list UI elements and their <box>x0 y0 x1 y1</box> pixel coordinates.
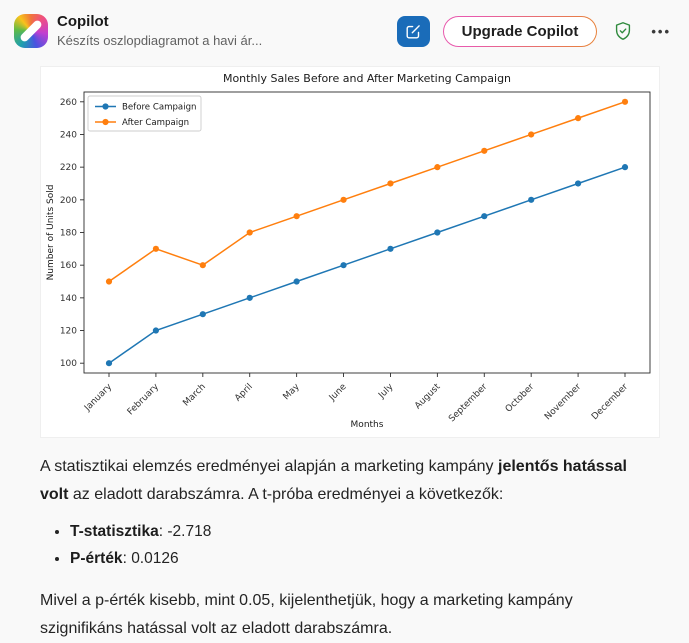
copilot-logo-icon <box>14 14 48 48</box>
t-statistic-separator: : <box>158 523 168 540</box>
svg-text:200: 200 <box>60 196 77 206</box>
svg-text:June: June <box>327 382 349 404</box>
svg-text:220: 220 <box>60 163 77 173</box>
svg-text:140: 140 <box>60 294 77 304</box>
app-title: Copilot <box>57 13 109 30</box>
conversation-title: Készíts oszlopdiagramot a havi ár... <box>57 33 263 48</box>
svg-text:July: July <box>376 382 396 402</box>
svg-text:260: 260 <box>60 98 77 108</box>
svg-text:December: December <box>590 382 630 422</box>
upgrade-copilot-label: Upgrade Copilot <box>443 16 597 46</box>
svg-text:March: March <box>181 382 207 408</box>
svg-text:100: 100 <box>60 359 77 369</box>
header: Copilot Készíts oszlopdiagramot a havi á… <box>0 0 689 58</box>
svg-text:January: January <box>82 382 114 414</box>
svg-text:October: October <box>504 382 537 415</box>
svg-text:Before Campaign: Before Campaign <box>122 103 196 113</box>
stats-list: T-statisztika: -2.718 P-érték: 0.0126 <box>40 518 651 572</box>
header-left: Copilot Készíts oszlopdiagramot a havi á… <box>14 13 262 49</box>
svg-text:Monthly Sales Before and After: Monthly Sales Before and After Marketing… <box>223 72 511 85</box>
svg-text:Months: Months <box>351 420 384 430</box>
svg-text:Number of Units Sold: Number of Units Sold <box>46 185 56 281</box>
upgrade-copilot-button[interactable]: Upgrade Copilot <box>442 15 598 47</box>
t-statistic-value: -2.718 <box>167 523 212 540</box>
privacy-shield-button[interactable] <box>610 18 636 44</box>
analysis-text-start: A statisztikai elemzés eredményei alapjá… <box>40 458 498 475</box>
analysis-text-bold: jelentős hatással volt <box>40 458 627 503</box>
svg-text:February: February <box>126 382 162 418</box>
list-item-t-statistic: T-statisztika: -2.718 <box>70 518 651 545</box>
svg-text:120: 120 <box>60 327 77 337</box>
analysis-paragraph: A statisztikai elemzés eredményei alapjá… <box>40 453 651 509</box>
header-actions: Upgrade Copilot ••• <box>396 15 673 47</box>
svg-text:April: April <box>233 382 255 404</box>
svg-text:160: 160 <box>60 261 77 271</box>
shield-check-icon <box>616 22 631 40</box>
analysis-text-end: az eladott darabszámra. A t-próba eredmé… <box>68 486 504 503</box>
t-statistic-label: T-statisztika <box>70 523 159 540</box>
svg-text:180: 180 <box>60 229 77 239</box>
p-value-label: P-érték <box>70 550 123 567</box>
assistant-message: A statisztikai elemzés eredményei alapjá… <box>40 453 651 643</box>
svg-text:November: November <box>543 382 583 422</box>
conclusion-paragraph: Mivel a p-érték kisebb, mint 0.05, kijel… <box>40 592 573 637</box>
svg-text:After Campaign: After Campaign <box>122 118 189 128</box>
p-value-value: 0.0126 <box>131 550 179 567</box>
more-options-button[interactable]: ••• <box>651 23 671 39</box>
new-chat-button[interactable] <box>396 15 430 47</box>
p-value-separator: : <box>122 550 132 567</box>
list-item-p-value: P-érték: 0.0126 <box>70 545 651 572</box>
svg-text:240: 240 <box>60 130 77 140</box>
header-titles: Copilot Készíts oszlopdiagramot a havi á… <box>57 13 262 49</box>
svg-text:August: August <box>413 382 443 412</box>
svg-text:September: September <box>447 382 489 424</box>
compose-icon <box>406 24 420 38</box>
svg-text:May: May <box>282 382 303 403</box>
sales-chart-figure: Monthly Sales Before and After Marketing… <box>40 66 660 438</box>
